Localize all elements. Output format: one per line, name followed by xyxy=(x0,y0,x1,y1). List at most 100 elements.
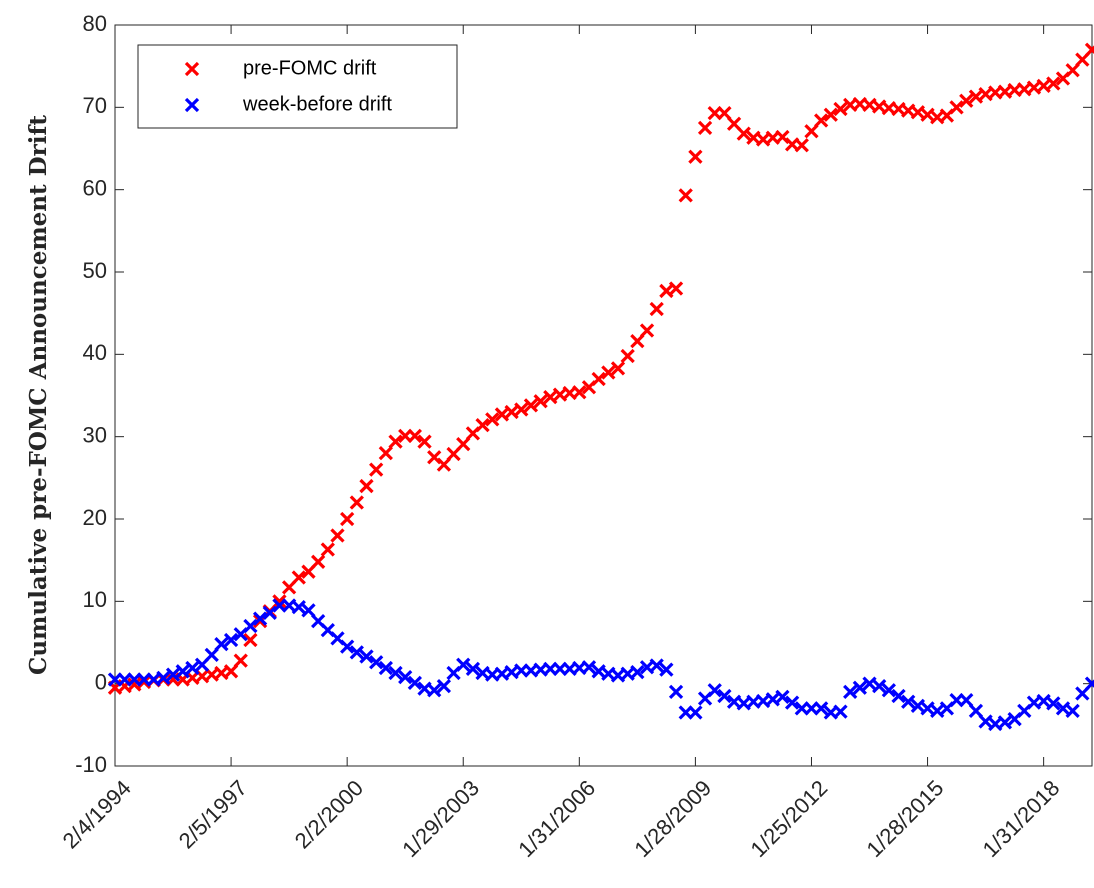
marker xyxy=(872,679,887,694)
marker xyxy=(601,365,616,380)
marker xyxy=(340,511,355,527)
legend-marker xyxy=(184,97,200,113)
marker xyxy=(175,664,190,679)
marker xyxy=(349,645,364,660)
marker xyxy=(997,715,1013,730)
marker xyxy=(223,632,239,648)
marker xyxy=(233,653,248,668)
y-axis-label: Cumulative pre-FOMC Announcement Drift xyxy=(25,115,52,675)
marker xyxy=(649,301,664,317)
marker xyxy=(1084,676,1094,691)
x-tick-label: 2/2/2000 xyxy=(290,775,368,853)
marker xyxy=(456,436,471,452)
marker xyxy=(311,554,326,569)
marker xyxy=(214,637,229,652)
legend-box xyxy=(137,44,458,129)
marker xyxy=(920,701,935,716)
y-tick-label: 10 xyxy=(83,587,107,612)
marker xyxy=(388,434,403,449)
marker xyxy=(1036,78,1051,94)
y-tick-label: -10 xyxy=(75,752,107,777)
marker xyxy=(291,570,306,585)
marker xyxy=(765,692,780,707)
marker xyxy=(978,714,993,729)
x-tick-label: 1/28/2015 xyxy=(862,775,949,862)
marker xyxy=(630,334,645,349)
marker xyxy=(543,390,558,405)
marker xyxy=(1046,76,1061,91)
marker xyxy=(814,113,829,128)
x-tick-label: 1/29/2003 xyxy=(397,775,484,862)
marker xyxy=(1065,703,1080,718)
y-tick-label: 70 xyxy=(83,93,107,118)
marker xyxy=(784,695,800,710)
marker xyxy=(968,89,984,104)
marker xyxy=(707,683,722,698)
marker xyxy=(369,655,384,670)
x-tick-label: 1/31/2018 xyxy=(978,775,1065,862)
marker xyxy=(901,694,916,709)
marker xyxy=(388,665,403,681)
marker xyxy=(717,105,732,121)
marker xyxy=(659,662,674,677)
marker xyxy=(494,407,510,422)
marker xyxy=(1055,701,1071,716)
marker xyxy=(814,701,829,716)
marker xyxy=(833,101,848,117)
marker xyxy=(1065,63,1080,78)
marker xyxy=(514,402,529,417)
marker xyxy=(572,385,587,400)
marker xyxy=(398,669,413,685)
marker xyxy=(949,100,964,115)
marker xyxy=(659,283,674,299)
marker xyxy=(436,679,452,694)
marker xyxy=(378,660,393,676)
marker xyxy=(330,528,345,543)
marker xyxy=(223,664,239,679)
marker xyxy=(959,693,974,708)
marker xyxy=(881,683,896,698)
x-tick-label: 1/25/2012 xyxy=(745,775,832,862)
marker xyxy=(910,105,926,120)
y-tick-label: 0 xyxy=(95,669,107,694)
marker xyxy=(359,649,374,664)
marker xyxy=(775,689,790,704)
marker xyxy=(862,676,877,691)
marker xyxy=(959,93,974,108)
marker xyxy=(523,398,539,413)
plot-area xyxy=(114,24,1093,767)
y-tick-label: 60 xyxy=(83,175,107,200)
y-tick-label: 50 xyxy=(83,258,107,283)
marker xyxy=(833,704,848,719)
x-tick-label: 2/4/1994 xyxy=(58,775,136,853)
marker xyxy=(610,361,626,376)
marker xyxy=(456,657,471,672)
marker xyxy=(649,658,664,673)
marker xyxy=(697,120,713,136)
marker xyxy=(427,450,442,465)
marker xyxy=(1046,696,1061,711)
marker xyxy=(504,404,519,420)
marker xyxy=(775,129,790,145)
marker xyxy=(262,605,277,620)
marker xyxy=(668,281,684,296)
marker xyxy=(688,149,703,164)
marker xyxy=(436,457,452,472)
x-tick-label: 2/5/1997 xyxy=(174,775,252,853)
x-tick-label: 1/31/2006 xyxy=(513,775,600,862)
marker xyxy=(475,418,490,433)
marker xyxy=(417,434,432,449)
marker xyxy=(349,495,364,510)
marker xyxy=(427,683,442,698)
x-tick-label: 1/28/2009 xyxy=(629,775,716,862)
marker xyxy=(736,126,751,141)
marker xyxy=(185,660,200,676)
legend-label: pre-FOMC drift xyxy=(243,57,377,79)
marker xyxy=(639,323,655,338)
marker xyxy=(668,684,684,700)
marker xyxy=(920,107,935,122)
marker xyxy=(340,639,355,654)
marker xyxy=(407,428,423,443)
marker xyxy=(1036,693,1051,709)
